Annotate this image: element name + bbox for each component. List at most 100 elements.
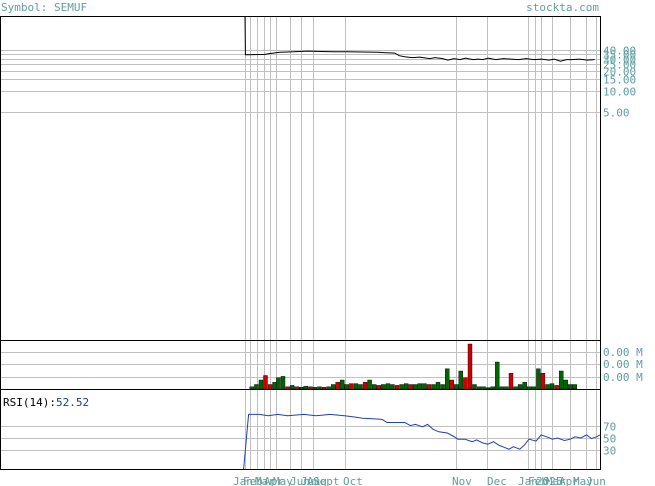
- volume-bar-down: [463, 377, 468, 390]
- x-axis-label: Jan: [233, 475, 253, 486]
- volume-bar-up: [317, 386, 322, 390]
- price-tick-label: 15.00: [603, 74, 636, 87]
- volume-bar-up: [249, 386, 255, 390]
- rsi-series: [243, 413, 601, 470]
- volume-bar-up: [258, 379, 264, 390]
- volume-tick-label: 0.00 M: [603, 371, 643, 384]
- x-axis-label: Feb: [528, 475, 548, 486]
- price-tick-label: 25.00: [603, 59, 636, 72]
- x-axis-label: Apr: [559, 475, 579, 486]
- x-axis-label: Jun: [290, 475, 310, 486]
- volume-bar-up: [527, 386, 532, 390]
- rsi-tick-label: 30: [603, 445, 616, 458]
- volume-bar-down: [349, 383, 354, 390]
- site-label: stockta.com: [526, 1, 599, 14]
- price-tick-label: 10.00: [603, 86, 636, 99]
- volume-bar-up: [289, 385, 295, 390]
- volume-bar-up: [403, 383, 409, 390]
- volume-bar-up: [399, 384, 404, 390]
- volume-bar-up: [344, 384, 349, 390]
- volume-bar-down: [540, 373, 546, 390]
- volume-bar-down: [467, 343, 473, 390]
- volume-bar-up: [276, 377, 281, 390]
- volume-bar-up: [358, 384, 363, 390]
- x-axis-label: Mar: [255, 475, 275, 486]
- volume-bar-up: [536, 368, 541, 390]
- x-axis-label: Feb: [243, 475, 263, 486]
- volume-bar-down: [508, 373, 514, 390]
- volume-bar-up: [254, 384, 259, 390]
- grid-lines: [1, 17, 600, 469]
- volume-bar-up: [385, 383, 391, 390]
- volume-bar-up: [353, 383, 359, 390]
- volume-bar-up: [445, 368, 450, 390]
- volume-bar-down: [263, 375, 268, 390]
- volume-bar-up: [559, 370, 564, 390]
- volume-bar-down: [394, 385, 400, 390]
- volume-bar-up: [367, 379, 372, 390]
- volume-bar-up: [340, 379, 345, 390]
- volume-bar-down: [554, 385, 559, 390]
- volume-bar-down: [285, 386, 290, 390]
- rsi-label-text: RSI(14):: [3, 396, 56, 409]
- rsi-panel-frame: [0, 389, 601, 470]
- price-tick-label: 40.00: [603, 45, 636, 58]
- volume-bar-up: [517, 384, 523, 390]
- volume-bar-down: [449, 379, 454, 390]
- rsi-line: [243, 413, 601, 470]
- volume-bar-up: [303, 386, 308, 390]
- volume-bar-down: [294, 386, 299, 390]
- volume-bar-up: [545, 384, 550, 390]
- volume-bar-down: [308, 386, 313, 390]
- x-axis-label: Dec: [487, 475, 507, 486]
- price-series: [244, 16, 595, 62]
- volume-bar-up: [390, 384, 395, 390]
- volume-bar-down: [335, 382, 340, 390]
- price-panel-frame: [0, 16, 601, 341]
- volume-bar-up: [440, 384, 445, 390]
- price-tick-label: 30.00: [603, 54, 636, 67]
- rsi-label: RSI(14):52.52: [3, 396, 89, 409]
- volume-bar-up: [381, 384, 386, 390]
- rsi-tick-label: 50: [603, 433, 616, 446]
- x-axis-label: 2025: [536, 475, 563, 486]
- volume-bar-up: [413, 384, 418, 390]
- x-axis-label: Jul: [301, 475, 321, 486]
- price-tick-label: 35.00: [603, 49, 636, 62]
- volume-bar-up: [435, 382, 441, 390]
- volume-bar-up: [504, 386, 509, 390]
- x-axis-label: Jan: [518, 475, 538, 486]
- price-line: [244, 16, 595, 62]
- volume-bar-up: [495, 361, 500, 390]
- volume-bar-down: [408, 384, 413, 390]
- volume-bar-down: [362, 382, 368, 390]
- volume-bar-up: [280, 376, 286, 390]
- volume-bar-up: [422, 383, 427, 390]
- volume-bar-up: [331, 384, 336, 390]
- volume-bar-up: [513, 386, 518, 390]
- x-axis-label: Mar: [546, 475, 566, 486]
- price-tick-label: 5.00: [603, 107, 630, 120]
- price-tick-label: 20.00: [603, 66, 636, 79]
- volume-bar-up: [472, 384, 477, 390]
- x-axis-label: Nov: [452, 475, 472, 486]
- volume-bar-up: [490, 386, 495, 390]
- volume-bar-up: [481, 386, 486, 390]
- x-axis-label: Aug: [307, 475, 327, 486]
- volume-bar-up: [312, 387, 318, 390]
- volume-bar-up: [572, 384, 577, 390]
- volume-bar-up: [372, 384, 377, 390]
- rsi-tick-label: 70: [603, 421, 616, 434]
- volume-bar-down: [426, 384, 432, 390]
- volume-bar-up: [522, 382, 527, 390]
- volume-bar-up: [272, 382, 277, 390]
- x-axis-label: May: [273, 475, 293, 486]
- volume-bar-up: [458, 370, 463, 390]
- volume-bar-up: [568, 384, 573, 390]
- volume-bar-up: [531, 386, 536, 390]
- volume-tick-label: 0.00 M: [603, 358, 643, 371]
- x-axis-label: Sept: [313, 475, 340, 486]
- volume-bar-up: [417, 383, 422, 390]
